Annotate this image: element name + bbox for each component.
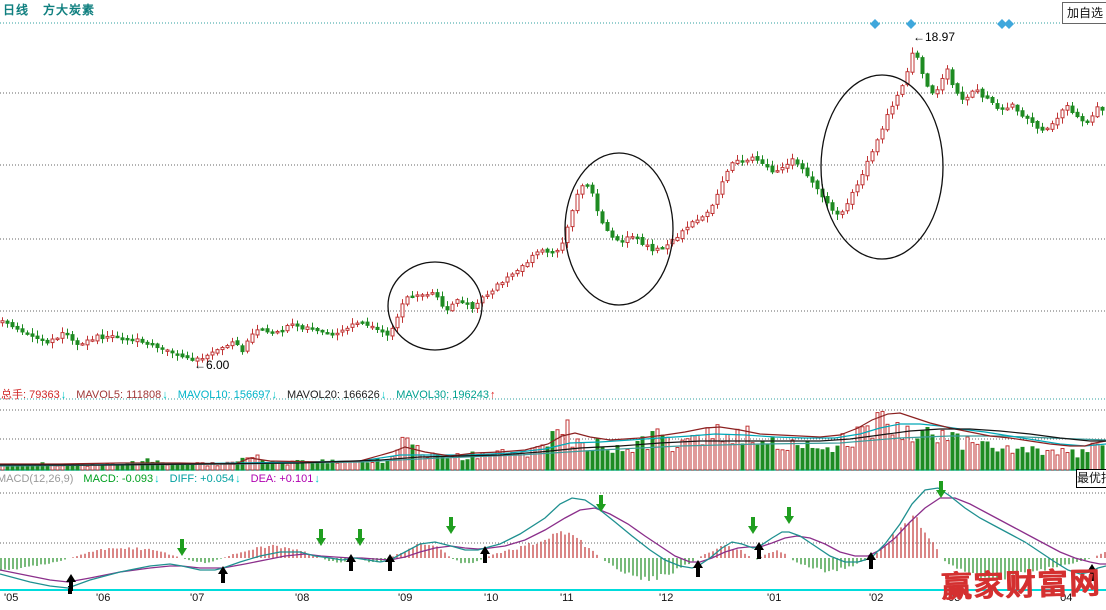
buy-signal-arrow-icon <box>385 554 395 571</box>
highlight-ellipse <box>564 152 674 306</box>
sell-signal-arrow-icon <box>936 481 946 498</box>
macd-legend-item: DIFF: +0.054↓ <box>170 473 241 485</box>
down-arrow-icon: ↓ <box>154 473 160 485</box>
sell-signal-arrow-icon <box>316 529 326 546</box>
x-axis-label: '05 <box>4 592 19 604</box>
buy-signal-arrow-icon <box>1087 564 1097 581</box>
volume-legend-item-text: 总手: 79363 <box>1 389 60 401</box>
sell-signal-arrow-icon <box>748 517 758 534</box>
volume-legend-item-text: MAVOL10: 156697 <box>177 389 271 401</box>
down-arrow-icon: ↓ <box>380 389 387 401</box>
sell-signal-arrow-icon <box>784 507 794 524</box>
period-label: 日线 <box>3 3 30 17</box>
diamond-marker-icon <box>1004 19 1014 29</box>
x-axis-label: '04 <box>1058 592 1073 604</box>
highlight-ellipse <box>820 74 944 260</box>
x-axis-label: '03 <box>946 592 961 604</box>
x-axis-label: '02 <box>869 592 884 604</box>
buy-signal-arrow-icon <box>346 554 356 571</box>
buy-signal-arrow-icon <box>66 574 76 591</box>
buy-signal-arrow-icon <box>693 560 703 577</box>
volume-legend: 总手: 79363↓ MAVOL5: 111808↓ MAVOL10: 156697… <box>1 386 505 402</box>
macd-legend-item-text: DEA: +0.101 <box>250 473 314 485</box>
macd-legend-item-text: DIFF: +0.054 <box>169 473 235 485</box>
high-price-annotation: ←18.97 <box>913 30 956 44</box>
watermark: 赢家财富网 <box>940 566 1102 606</box>
down-arrow-icon: ↓ <box>60 389 67 401</box>
down-arrow-icon: ↓ <box>235 473 241 485</box>
sell-signal-arrow-icon <box>177 539 187 556</box>
diamond-marker-icon <box>870 19 880 29</box>
optimal-indicator-button[interactable]: 最优指标 <box>1076 469 1106 488</box>
volume-legend-item: 总手: 79363↓ <box>1 389 66 401</box>
x-axis-label: '11 <box>560 592 574 604</box>
macd-legend: MACD(12,26,9) MACD: -0.093↓ DIFF: +0.054↓ D… <box>0 473 330 485</box>
x-axis-label: '10 <box>484 592 499 604</box>
diamond-marker-icon <box>906 19 916 29</box>
volume-legend-item: MAVOL20: 166626↓ <box>287 389 386 401</box>
volume-legend-item-text: MAVOL20: 166626 <box>286 389 380 401</box>
add-watchlist-button[interactable]: 加自选 <box>1061 2 1106 24</box>
low-price-annotation: ←6.00 <box>194 358 230 372</box>
down-arrow-icon: ↓ <box>314 473 320 485</box>
macd-legend-item-text: MACD: -0.093 <box>83 473 154 485</box>
volume-legend-item: MAVOL5: 111808↓ <box>76 389 168 401</box>
x-axis-label: '08 <box>295 592 310 604</box>
x-axis-label: '01 <box>767 592 782 604</box>
stock-name: 方大炭素 <box>43 3 96 17</box>
macd-legend-item: MACD: -0.093↓ <box>83 473 159 485</box>
volume-legend-item-text: MAVOL5: 111808 <box>76 389 162 401</box>
x-axis-label: '06 <box>96 592 111 604</box>
down-arrow-icon: ↓ <box>271 389 277 401</box>
highlight-ellipse <box>387 261 483 351</box>
sell-signal-arrow-icon <box>355 529 365 546</box>
macd-legend-item: DEA: +0.101↓ <box>251 473 320 485</box>
x-axis-label: '12 <box>659 592 674 604</box>
sell-signal-arrow-icon <box>446 517 456 534</box>
buy-signal-arrow-icon <box>480 546 490 563</box>
x-axis-label: '09 <box>398 592 413 604</box>
buy-signal-arrow-icon <box>866 552 876 569</box>
up-arrow-icon: ↑ <box>489 389 496 401</box>
sell-signal-arrow-icon <box>596 495 606 512</box>
chart-title: 日线 方大炭素 <box>3 1 109 18</box>
diamond-marker-icon <box>997 19 1007 29</box>
buy-signal-arrow-icon <box>218 566 228 583</box>
volume-legend-item: MAVOL10: 156697↓ <box>178 389 277 401</box>
x-axis-label: '07 <box>190 592 205 604</box>
macd-param-label: MACD(12,26,9) <box>0 473 74 485</box>
buy-signal-arrow-icon <box>754 542 764 559</box>
volume-legend-item: MAVOL30: 196243↑ <box>396 389 495 401</box>
volume-legend-item-text: MAVOL30: 196243 <box>396 389 489 401</box>
down-arrow-icon: ↓ <box>162 389 168 401</box>
